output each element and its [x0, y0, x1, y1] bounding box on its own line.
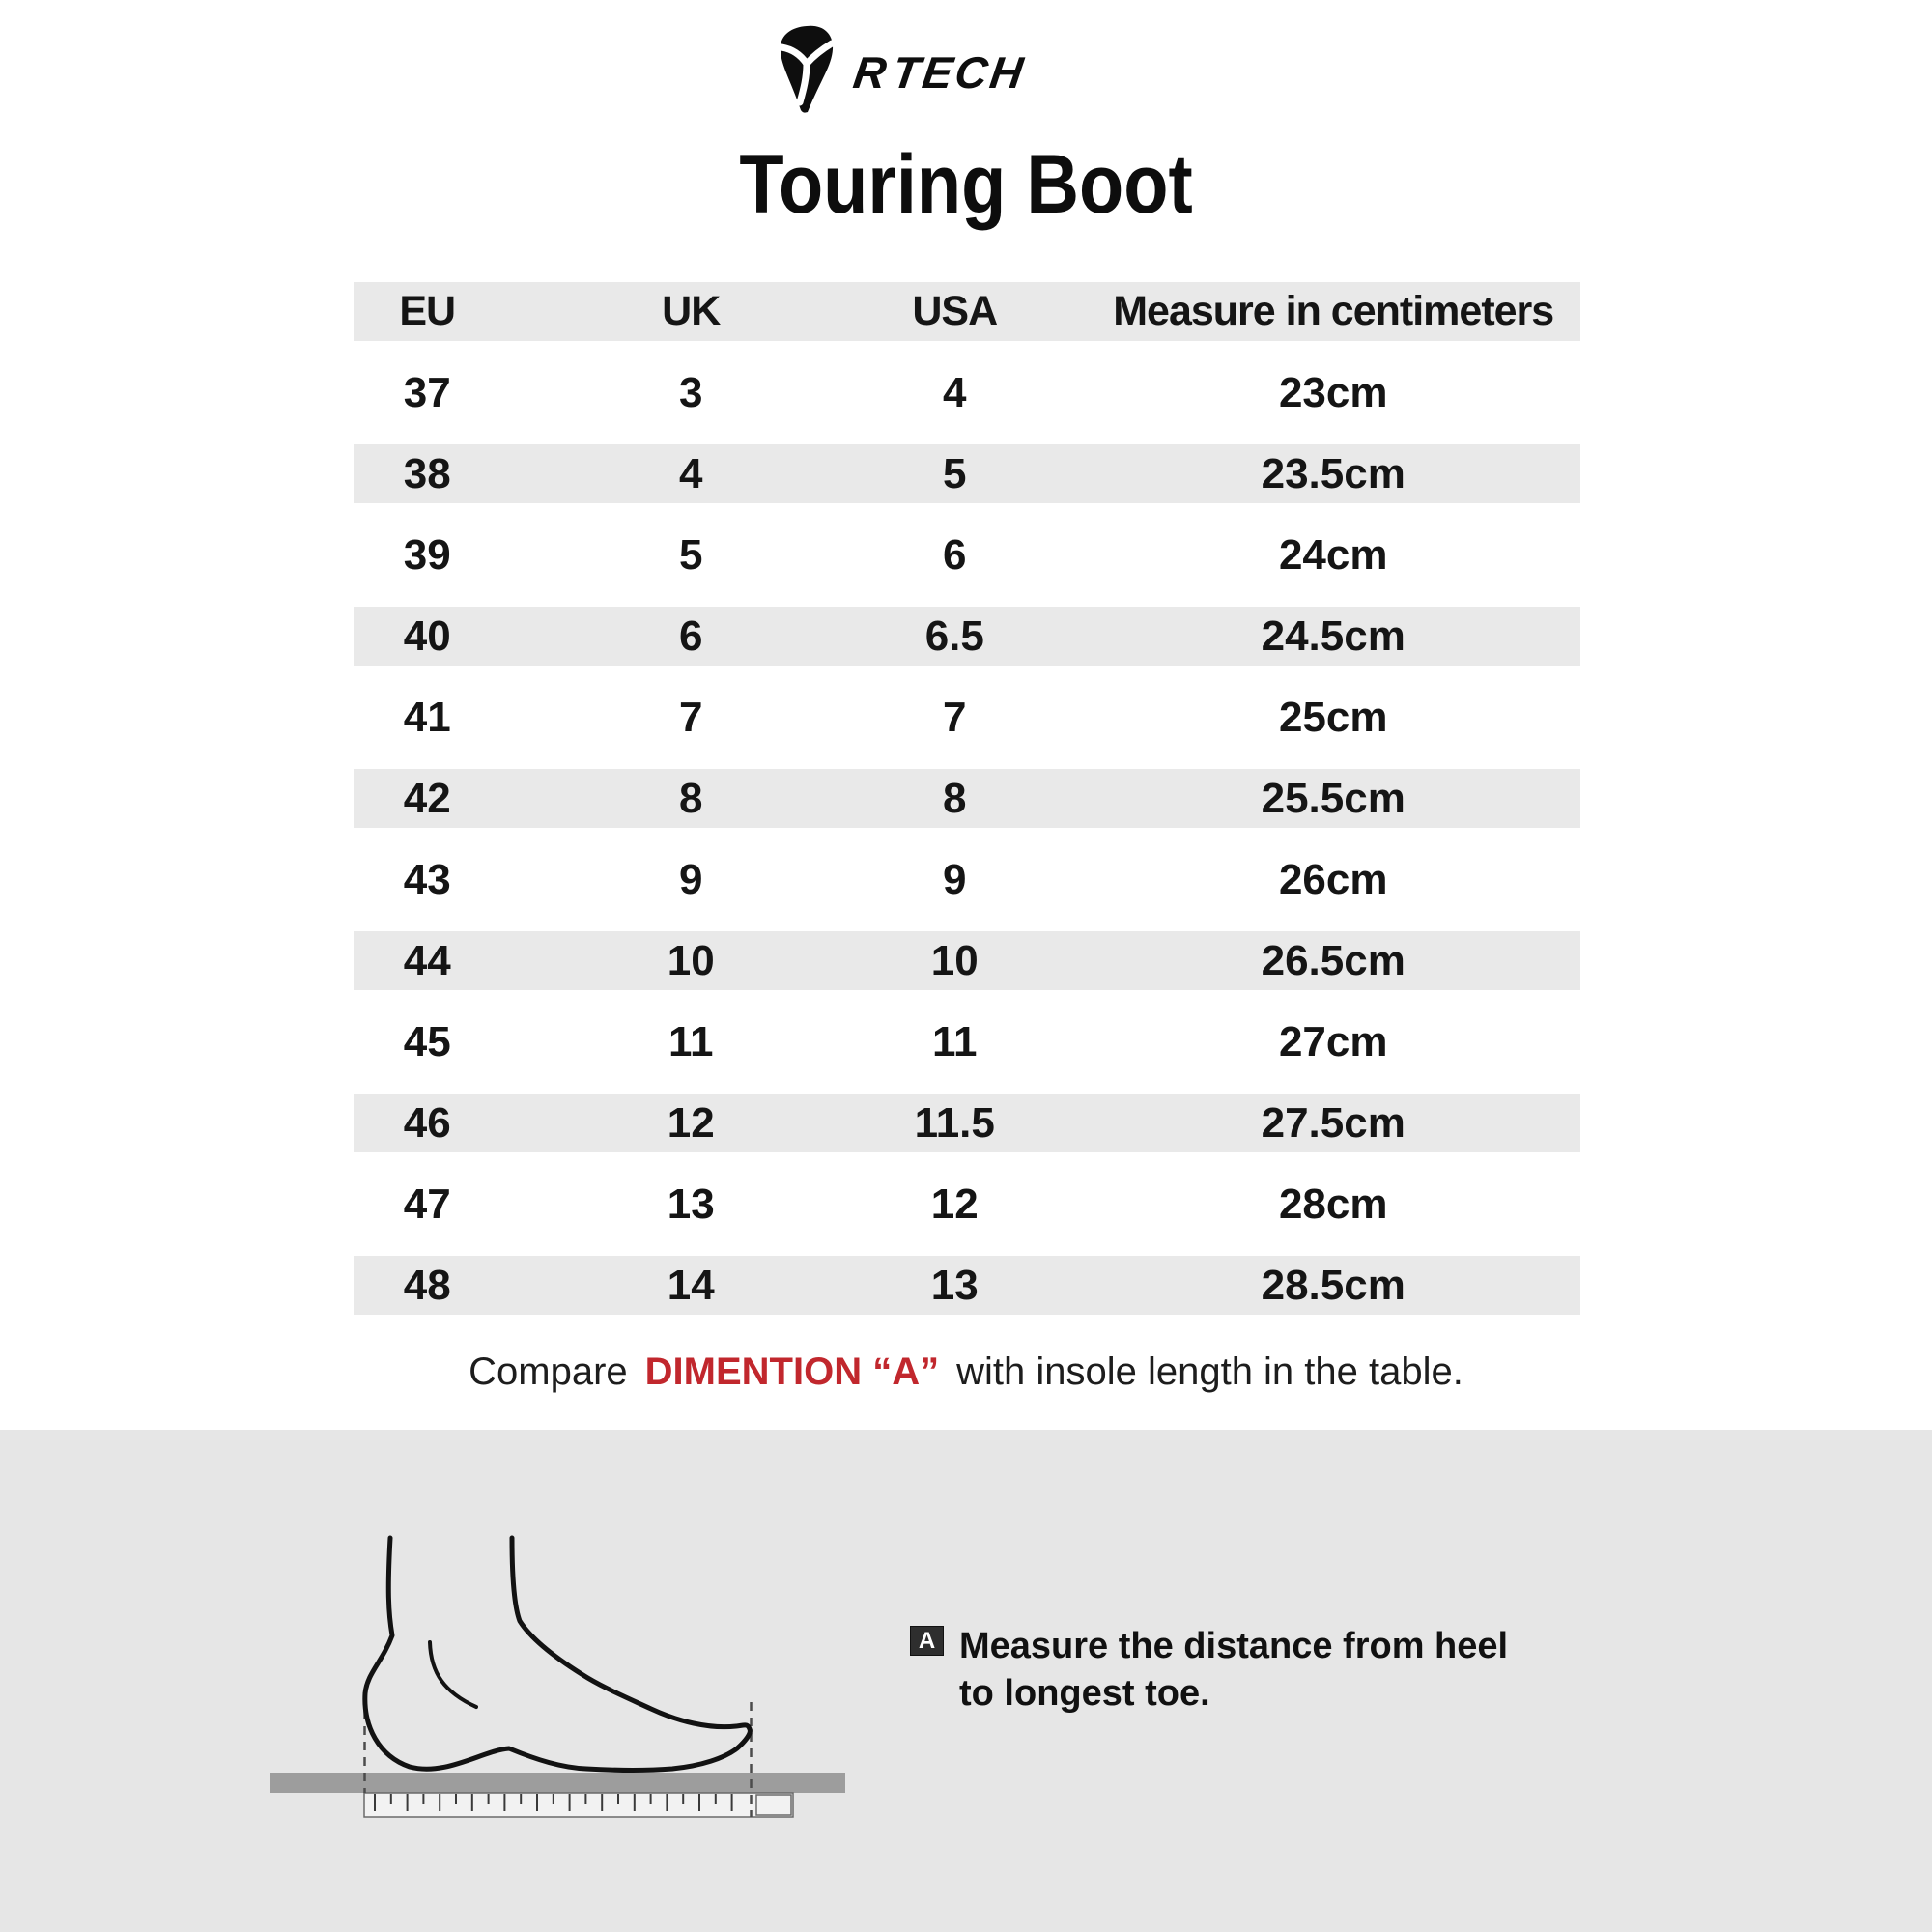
- table-row: 41 7 7 25cm: [354, 688, 1580, 747]
- brand-r: R: [850, 47, 891, 98]
- table-cell: 40: [403, 612, 451, 660]
- measure-note-text: Measure the distance from heel to longes…: [959, 1623, 1508, 1718]
- table-cell: 5: [943, 450, 967, 497]
- brand-wordmark: RTECH: [850, 46, 1029, 99]
- table-cell: 12: [930, 1180, 979, 1228]
- measurement-panel: A Measure the distance from heel to long…: [0, 1430, 1932, 1932]
- table-cell: 11: [668, 1018, 714, 1065]
- header-uk: UK: [662, 288, 721, 334]
- table-cell: 4: [678, 450, 703, 497]
- table-cell: 9: [943, 856, 967, 903]
- table-cell: 28.5cm: [1261, 1262, 1406, 1309]
- table-cell: 4: [943, 369, 967, 416]
- ground-bar: [270, 1773, 845, 1793]
- table-cell: 26.5cm: [1261, 937, 1406, 984]
- table-cell: 48: [403, 1262, 451, 1309]
- table-cell: 42: [403, 775, 451, 822]
- table-cell: 10: [667, 937, 715, 984]
- table-cell: 10: [930, 937, 979, 984]
- table-cell: 47: [403, 1180, 451, 1228]
- caption-prefix: Compare: [469, 1350, 628, 1393]
- measure-note-line1: Measure the distance from heel: [959, 1626, 1509, 1666]
- table-row: 40 6 6.5 24.5cm: [354, 607, 1580, 666]
- table-cell: 6.5: [924, 612, 984, 660]
- ruler: [363, 1792, 794, 1818]
- table-cell: 3: [678, 369, 703, 416]
- table-header-row: EU UK USA Measure in centimeters: [354, 282, 1580, 341]
- table-row: 44 10 10 26.5cm: [354, 931, 1580, 990]
- caption-dimension-a: DIMENTION “A”: [644, 1350, 940, 1393]
- table-row: 43 9 9 26cm: [354, 850, 1580, 909]
- caption-suffix: with insole length in the table.: [956, 1350, 1463, 1393]
- table-cell: 11.5: [914, 1099, 995, 1147]
- table-cell: 7: [678, 694, 703, 741]
- table-cell: 28cm: [1278, 1180, 1388, 1228]
- brand-header: RTECH: [0, 0, 1932, 126]
- table-row: 37 3 4 23cm: [354, 363, 1580, 422]
- table-cell: 27cm: [1278, 1018, 1388, 1065]
- ruler-ticks: [374, 1794, 733, 1811]
- foot-diagram: [270, 1535, 845, 1818]
- dimension-a-badge: A: [910, 1626, 944, 1656]
- table-row: 39 5 6 24cm: [354, 526, 1580, 584]
- table-cell: 43: [403, 856, 451, 903]
- page-title: Touring Boot: [739, 138, 1193, 231]
- table-row: 45 11 11 27cm: [354, 1012, 1580, 1071]
- table-cell: 25.5cm: [1261, 775, 1406, 822]
- table-cell: 37: [403, 369, 451, 416]
- table-cell: 24.5cm: [1261, 612, 1406, 660]
- brand-tech: TECH: [889, 47, 1030, 98]
- table-cell: 6: [678, 612, 703, 660]
- compare-caption: Compare DIMENTION “A” with insole length i…: [0, 1350, 1932, 1394]
- foot-outline: [362, 1535, 753, 1773]
- table-row: 46 12 11.5 27.5cm: [354, 1094, 1580, 1152]
- table-cell: 6: [943, 531, 967, 579]
- table-cell: 12: [667, 1099, 715, 1147]
- table-cell: 25cm: [1278, 694, 1388, 741]
- table-cell: 23.5cm: [1261, 450, 1406, 497]
- ruler-end-cap: [755, 1794, 792, 1816]
- rtech-logo-icon: [778, 25, 836, 113]
- table-row: 48 14 13 28.5cm: [354, 1256, 1580, 1315]
- table-cell: 46: [403, 1099, 451, 1147]
- table-cell: 26cm: [1278, 856, 1388, 903]
- table-cell: 9: [678, 856, 703, 903]
- table-cell: 8: [678, 775, 703, 822]
- measure-note-line2: to longest toe.: [959, 1673, 1210, 1714]
- table-row: 38 4 5 23.5cm: [354, 444, 1580, 503]
- measure-note: A Measure the distance from heel to long…: [910, 1623, 1508, 1718]
- table-cell: 11: [932, 1018, 978, 1065]
- table-cell: 27.5cm: [1261, 1099, 1406, 1147]
- table-cell: 13: [930, 1262, 979, 1309]
- table-cell: 23cm: [1278, 369, 1388, 416]
- table-cell: 24cm: [1278, 531, 1388, 579]
- header-eu: EU: [399, 288, 456, 334]
- table-cell: 38: [403, 450, 451, 497]
- table-cell: 5: [678, 531, 703, 579]
- table-cell: 8: [943, 775, 967, 822]
- size-table: EU UK USA Measure in centimeters 37 3 4 23c…: [354, 282, 1580, 1315]
- table-cell: 14: [667, 1262, 715, 1309]
- table-cell: 41: [403, 694, 451, 741]
- header-usa: USA: [912, 288, 998, 334]
- heel-curve: [428, 1640, 478, 1709]
- table-cell: 44: [403, 937, 451, 984]
- table-cell: 7: [943, 694, 967, 741]
- table-cell: 13: [667, 1180, 715, 1228]
- header-measure: Measure in centimeters: [1113, 288, 1554, 334]
- table-cell: 39: [403, 531, 451, 579]
- table-row: 42 8 8 25.5cm: [354, 769, 1580, 828]
- table-cell: 45: [403, 1018, 451, 1065]
- table-body: 37 3 4 23cm 38 4 5 23.5cm 39 5 6 24cm 40 6 6.5 24.5cm 41…: [354, 363, 1580, 1315]
- table-row: 47 13 12 28cm: [354, 1175, 1580, 1234]
